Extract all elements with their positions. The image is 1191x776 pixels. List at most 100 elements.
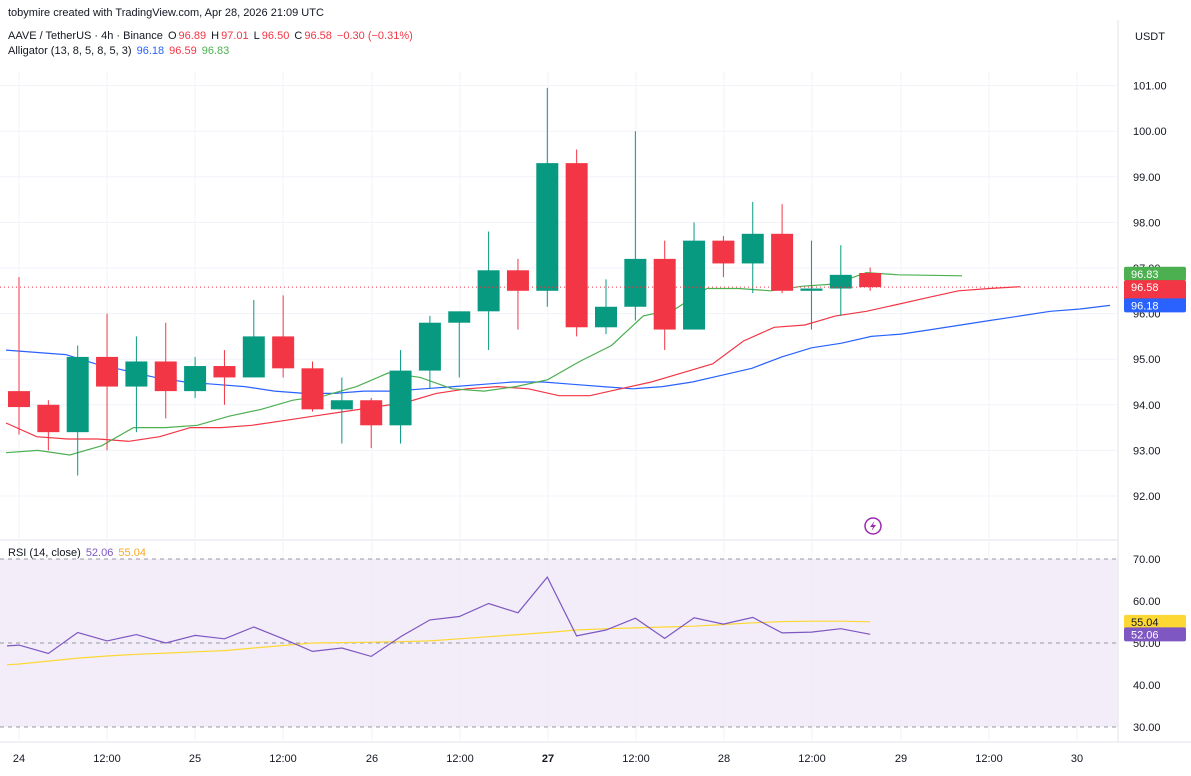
- candle[interactable]: [771, 204, 794, 294]
- candle[interactable]: [506, 258, 529, 330]
- candle-body: [154, 361, 177, 392]
- rsi-label: RSI (14, close): [8, 547, 81, 559]
- candle-body: [859, 273, 882, 288]
- candle[interactable]: [712, 236, 735, 278]
- candle[interactable]: [242, 299, 265, 378]
- flash-icon[interactable]: [864, 517, 882, 535]
- open-value: 96.89: [178, 30, 207, 42]
- candle[interactable]: [96, 313, 119, 451]
- rsi-tick-label: 30.00: [1133, 722, 1161, 734]
- close-label: C: [294, 30, 303, 42]
- alligator-lips-line: [5, 271, 963, 456]
- currency-text: USDT: [1135, 31, 1165, 43]
- price-pane[interactable]: [0, 87, 1118, 476]
- y-tick-label: 92.00: [1133, 491, 1161, 503]
- candle[interactable]: [125, 336, 148, 433]
- candle[interactable]: [154, 322, 177, 419]
- rsi-tick-label: 70.00: [1133, 554, 1161, 566]
- alligator-jaw-value: 96.18: [136, 45, 165, 57]
- y-tick-label: 95.00: [1133, 354, 1161, 366]
- rsi-pane[interactable]: [0, 558, 1118, 728]
- candle[interactable]: [653, 240, 676, 351]
- candle-body: [37, 404, 60, 433]
- candle[interactable]: [683, 222, 706, 330]
- candle-body: [389, 370, 412, 426]
- y-tick-label: 99.00: [1133, 172, 1161, 184]
- candle[interactable]: [418, 315, 441, 389]
- candle-body: [565, 163, 588, 328]
- rsi-tag: 52.06: [1124, 627, 1186, 642]
- jaw-price-tag: 96.18: [1124, 298, 1186, 313]
- candle[interactable]: [477, 231, 500, 351]
- candle[interactable]: [859, 267, 882, 291]
- candle-body: [624, 258, 647, 307]
- candle[interactable]: [213, 350, 236, 405]
- candle-body: [506, 270, 529, 291]
- low-label: L: [253, 30, 260, 42]
- candle[interactable]: [565, 149, 588, 337]
- candle-body: [330, 400, 353, 410]
- x-tick-label: 12:00: [269, 753, 297, 765]
- x-tick-label: 26: [366, 753, 378, 765]
- rsi-legend[interactable]: RSI (14, close) 52.06 55.04: [8, 547, 148, 559]
- candle-body: [360, 400, 383, 426]
- candle[interactable]: [330, 377, 353, 444]
- candle[interactable]: [301, 361, 324, 412]
- candle[interactable]: [184, 356, 207, 398]
- open-label: O: [167, 30, 177, 42]
- alligator-teeth-line: [5, 286, 1021, 442]
- candle[interactable]: [66, 345, 89, 476]
- credit-text: tobymire created with TradingView.com, A…: [8, 7, 324, 19]
- candle[interactable]: [536, 87, 559, 307]
- x-tick-label: 29: [895, 753, 907, 765]
- candle[interactable]: [272, 295, 295, 378]
- lips-price-tag: 96.83: [1124, 266, 1186, 281]
- candle[interactable]: [8, 277, 30, 435]
- svg-text:52.06: 52.06: [1131, 629, 1159, 641]
- candle[interactable]: [800, 240, 823, 330]
- x-tick-label: 12:00: [798, 753, 826, 765]
- candle-body: [771, 233, 794, 291]
- alligator-label: Alligator (13, 8, 5, 8, 5, 3): [8, 45, 132, 57]
- svg-text:96.83: 96.83: [1131, 269, 1159, 281]
- candle-body: [448, 311, 471, 323]
- candle-body: [301, 368, 324, 410]
- candle-body: [477, 270, 500, 312]
- candle[interactable]: [829, 245, 852, 316]
- y-tick-label: 101.00: [1133, 81, 1167, 93]
- candle-body: [66, 356, 89, 433]
- candle[interactable]: [448, 311, 471, 378]
- currency-label[interactable]: USDT: [1135, 31, 1167, 43]
- candle[interactable]: [360, 397, 383, 449]
- candle-body: [8, 391, 30, 408]
- rsi-line: [6, 576, 871, 658]
- candle[interactable]: [624, 131, 647, 321]
- x-tick-label: 12:00: [93, 753, 121, 765]
- candle[interactable]: [37, 400, 60, 451]
- candle-body: [741, 233, 764, 264]
- candle-body: [653, 258, 676, 330]
- candle[interactable]: [389, 350, 412, 444]
- x-tick-label: 27: [542, 753, 554, 765]
- candle-body: [829, 274, 852, 289]
- alligator-teeth-value: 96.59: [169, 45, 197, 57]
- y-tick-label: 98.00: [1133, 217, 1161, 229]
- x-tick-label: 12:00: [622, 753, 650, 765]
- candle-body: [683, 240, 706, 330]
- candle[interactable]: [741, 201, 764, 294]
- alligator-lips-value: 96.83: [201, 45, 230, 57]
- candle-body: [712, 240, 735, 264]
- rsi-ma-value: 55.04: [118, 547, 146, 559]
- candle[interactable]: [595, 279, 617, 335]
- candle-body: [595, 306, 617, 328]
- candle-body: [242, 336, 265, 378]
- svg-text:96.58: 96.58: [1131, 282, 1159, 294]
- svg-text:96.18: 96.18: [1131, 300, 1159, 312]
- x-tick-label: 24: [13, 753, 25, 765]
- alligator-legend[interactable]: Alligator (13, 8, 5, 8, 5, 3) 96.18 96.5…: [8, 45, 231, 57]
- candle-body: [96, 356, 119, 387]
- axes: 24 12:00 25 12:00 26 12:00 27 12:00 28 12:00 29 12:…: [13, 81, 1167, 765]
